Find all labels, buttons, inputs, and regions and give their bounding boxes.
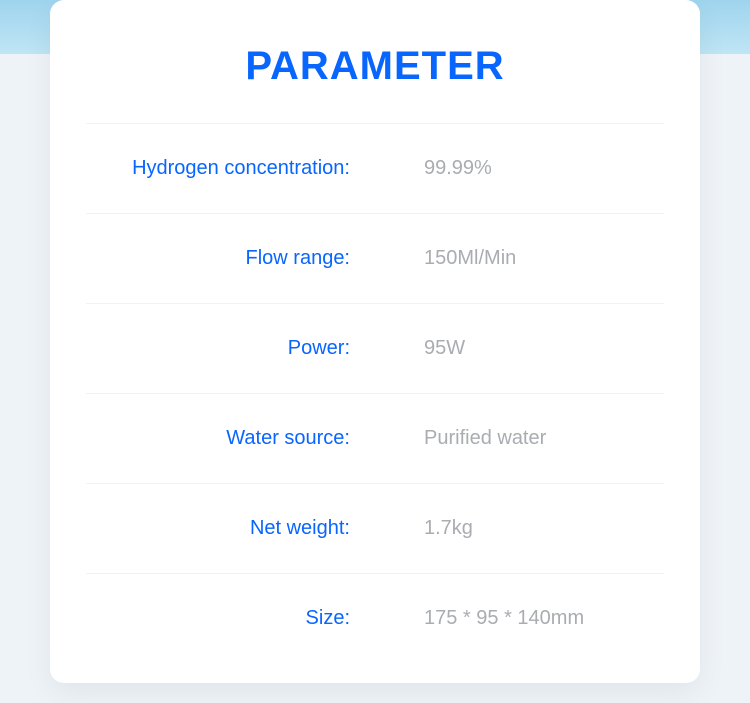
table-row: Flow range: 150Ml/Min — [86, 213, 664, 303]
param-value: 1.7kg — [356, 517, 664, 540]
card-title: PARAMETER — [50, 0, 700, 123]
param-value: 99.99% — [356, 157, 664, 180]
param-value: Purified water — [356, 427, 664, 450]
param-label: Water source: — [86, 427, 356, 450]
table-row: Water source: Purified water — [86, 393, 664, 483]
param-label: Hydrogen concentration: — [86, 157, 356, 180]
param-label: Power: — [86, 337, 356, 360]
table-row: Net weight: 1.7kg — [86, 483, 664, 573]
param-value: 95W — [356, 337, 664, 360]
param-value: 175 * 95 * 140mm — [356, 607, 664, 630]
param-label: Net weight: — [86, 517, 356, 540]
table-row: Power: 95W — [86, 303, 664, 393]
parameter-card: PARAMETER Hydrogen concentration: 99.99%… — [50, 0, 700, 683]
table-row: Size: 175 * 95 * 140mm — [86, 573, 664, 663]
param-label: Size: — [86, 607, 356, 630]
param-label: Flow range: — [86, 247, 356, 270]
table-row: Hydrogen concentration: 99.99% — [86, 123, 664, 213]
param-value: 150Ml/Min — [356, 247, 664, 270]
